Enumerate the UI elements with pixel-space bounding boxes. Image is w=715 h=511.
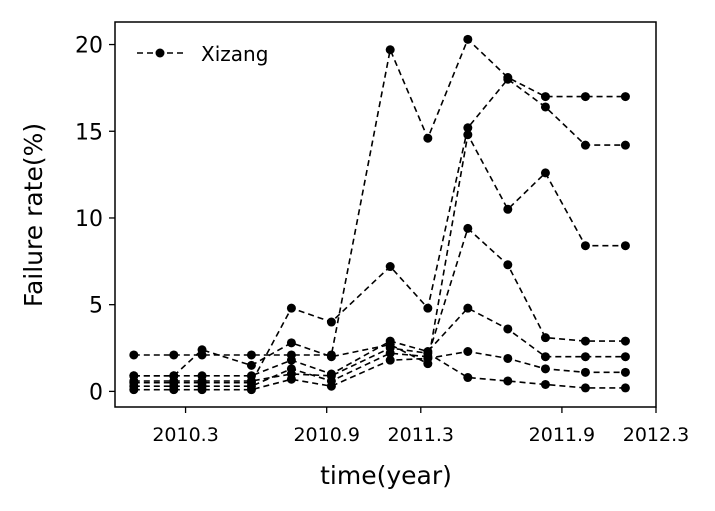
data-point — [580, 383, 590, 393]
data-point — [540, 333, 550, 343]
y-tick-label: 10 — [75, 207, 103, 232]
series-5 — [129, 303, 630, 381]
series-line — [133, 132, 626, 377]
data-point — [503, 376, 513, 386]
data-point — [129, 376, 139, 386]
data-point — [540, 92, 550, 102]
data-point — [169, 350, 179, 360]
series-line — [133, 37, 626, 356]
series-6 — [129, 347, 630, 395]
data-point — [580, 92, 590, 102]
data-point — [580, 367, 590, 377]
data-point — [463, 347, 473, 357]
x-tick-label: 2011.3 — [388, 424, 454, 446]
series-line — [133, 78, 626, 384]
data-point — [286, 303, 296, 313]
data-point — [503, 353, 513, 363]
data-point — [463, 223, 473, 233]
data-point — [197, 376, 207, 386]
data-point — [503, 74, 513, 84]
data-point — [385, 262, 395, 272]
data-point — [620, 383, 630, 393]
data-point — [620, 352, 630, 362]
data-point — [286, 355, 296, 365]
data-point — [129, 385, 139, 395]
y-tick-label: 5 — [89, 294, 103, 319]
data-point — [385, 336, 395, 346]
data-point — [246, 385, 256, 395]
data-point — [540, 379, 550, 389]
data-point — [463, 130, 473, 140]
y-axis-ticks: 0 5 10 15 20 — [75, 34, 115, 405]
y-tick-label: 20 — [75, 34, 103, 59]
x-tick-label: 2010.9 — [293, 424, 359, 446]
series-line — [133, 350, 626, 391]
x-tick-label: 2012.3 — [623, 424, 689, 446]
y-axis-title: Failure rate(%) — [19, 123, 48, 307]
data-point — [620, 92, 630, 102]
data-point — [326, 371, 336, 381]
data-point — [326, 317, 336, 327]
data-point — [423, 303, 433, 313]
y-tick-label: 0 — [89, 380, 103, 405]
data-point — [620, 367, 630, 377]
data-point — [503, 204, 513, 214]
data-point — [286, 338, 296, 348]
data-point — [129, 350, 139, 360]
data-point — [197, 345, 207, 355]
data-point — [620, 241, 630, 251]
series-3 — [129, 130, 630, 381]
x-axis-ticks: 2010.3 2010.9 2011.3 2011.9 2012.3 — [152, 407, 689, 446]
data-point — [540, 364, 550, 374]
data-point — [580, 140, 590, 150]
data-point — [197, 385, 207, 395]
legend-marker — [155, 48, 165, 58]
data-point — [580, 336, 590, 346]
legend: Xizang — [137, 42, 268, 66]
data-point — [385, 45, 395, 55]
series-1 — [129, 34, 630, 360]
data-point — [620, 336, 630, 346]
data-point — [463, 373, 473, 383]
legend-label-xizang: Xizang — [201, 42, 268, 66]
data-point — [246, 350, 256, 360]
series-7 — [129, 343, 630, 393]
data-point — [423, 348, 433, 358]
series-line — [133, 226, 626, 388]
data-point — [169, 385, 179, 395]
series-2 — [129, 74, 630, 388]
data-point — [540, 168, 550, 178]
series-layer — [129, 34, 630, 395]
data-point — [286, 369, 296, 379]
data-point — [326, 381, 336, 391]
data-point — [620, 140, 630, 150]
plot-area-frame — [114, 21, 657, 408]
data-point — [503, 324, 513, 334]
x-tick-label: 2010.3 — [152, 424, 218, 446]
x-tick-label: 2011.9 — [529, 424, 595, 446]
data-point — [423, 133, 433, 143]
data-point — [463, 123, 473, 133]
data-point — [463, 34, 473, 44]
data-point — [326, 352, 336, 362]
x-axis-title: time(year) — [320, 461, 452, 490]
data-point — [246, 360, 256, 370]
data-point — [540, 352, 550, 362]
data-point — [580, 352, 590, 362]
y-tick-label: 15 — [75, 120, 103, 145]
data-point — [463, 303, 473, 313]
data-point — [385, 343, 395, 353]
data-point — [580, 241, 590, 251]
data-point — [540, 102, 550, 112]
data-point — [385, 355, 395, 365]
data-point — [503, 260, 513, 270]
data-point — [246, 376, 256, 386]
data-point — [169, 376, 179, 386]
